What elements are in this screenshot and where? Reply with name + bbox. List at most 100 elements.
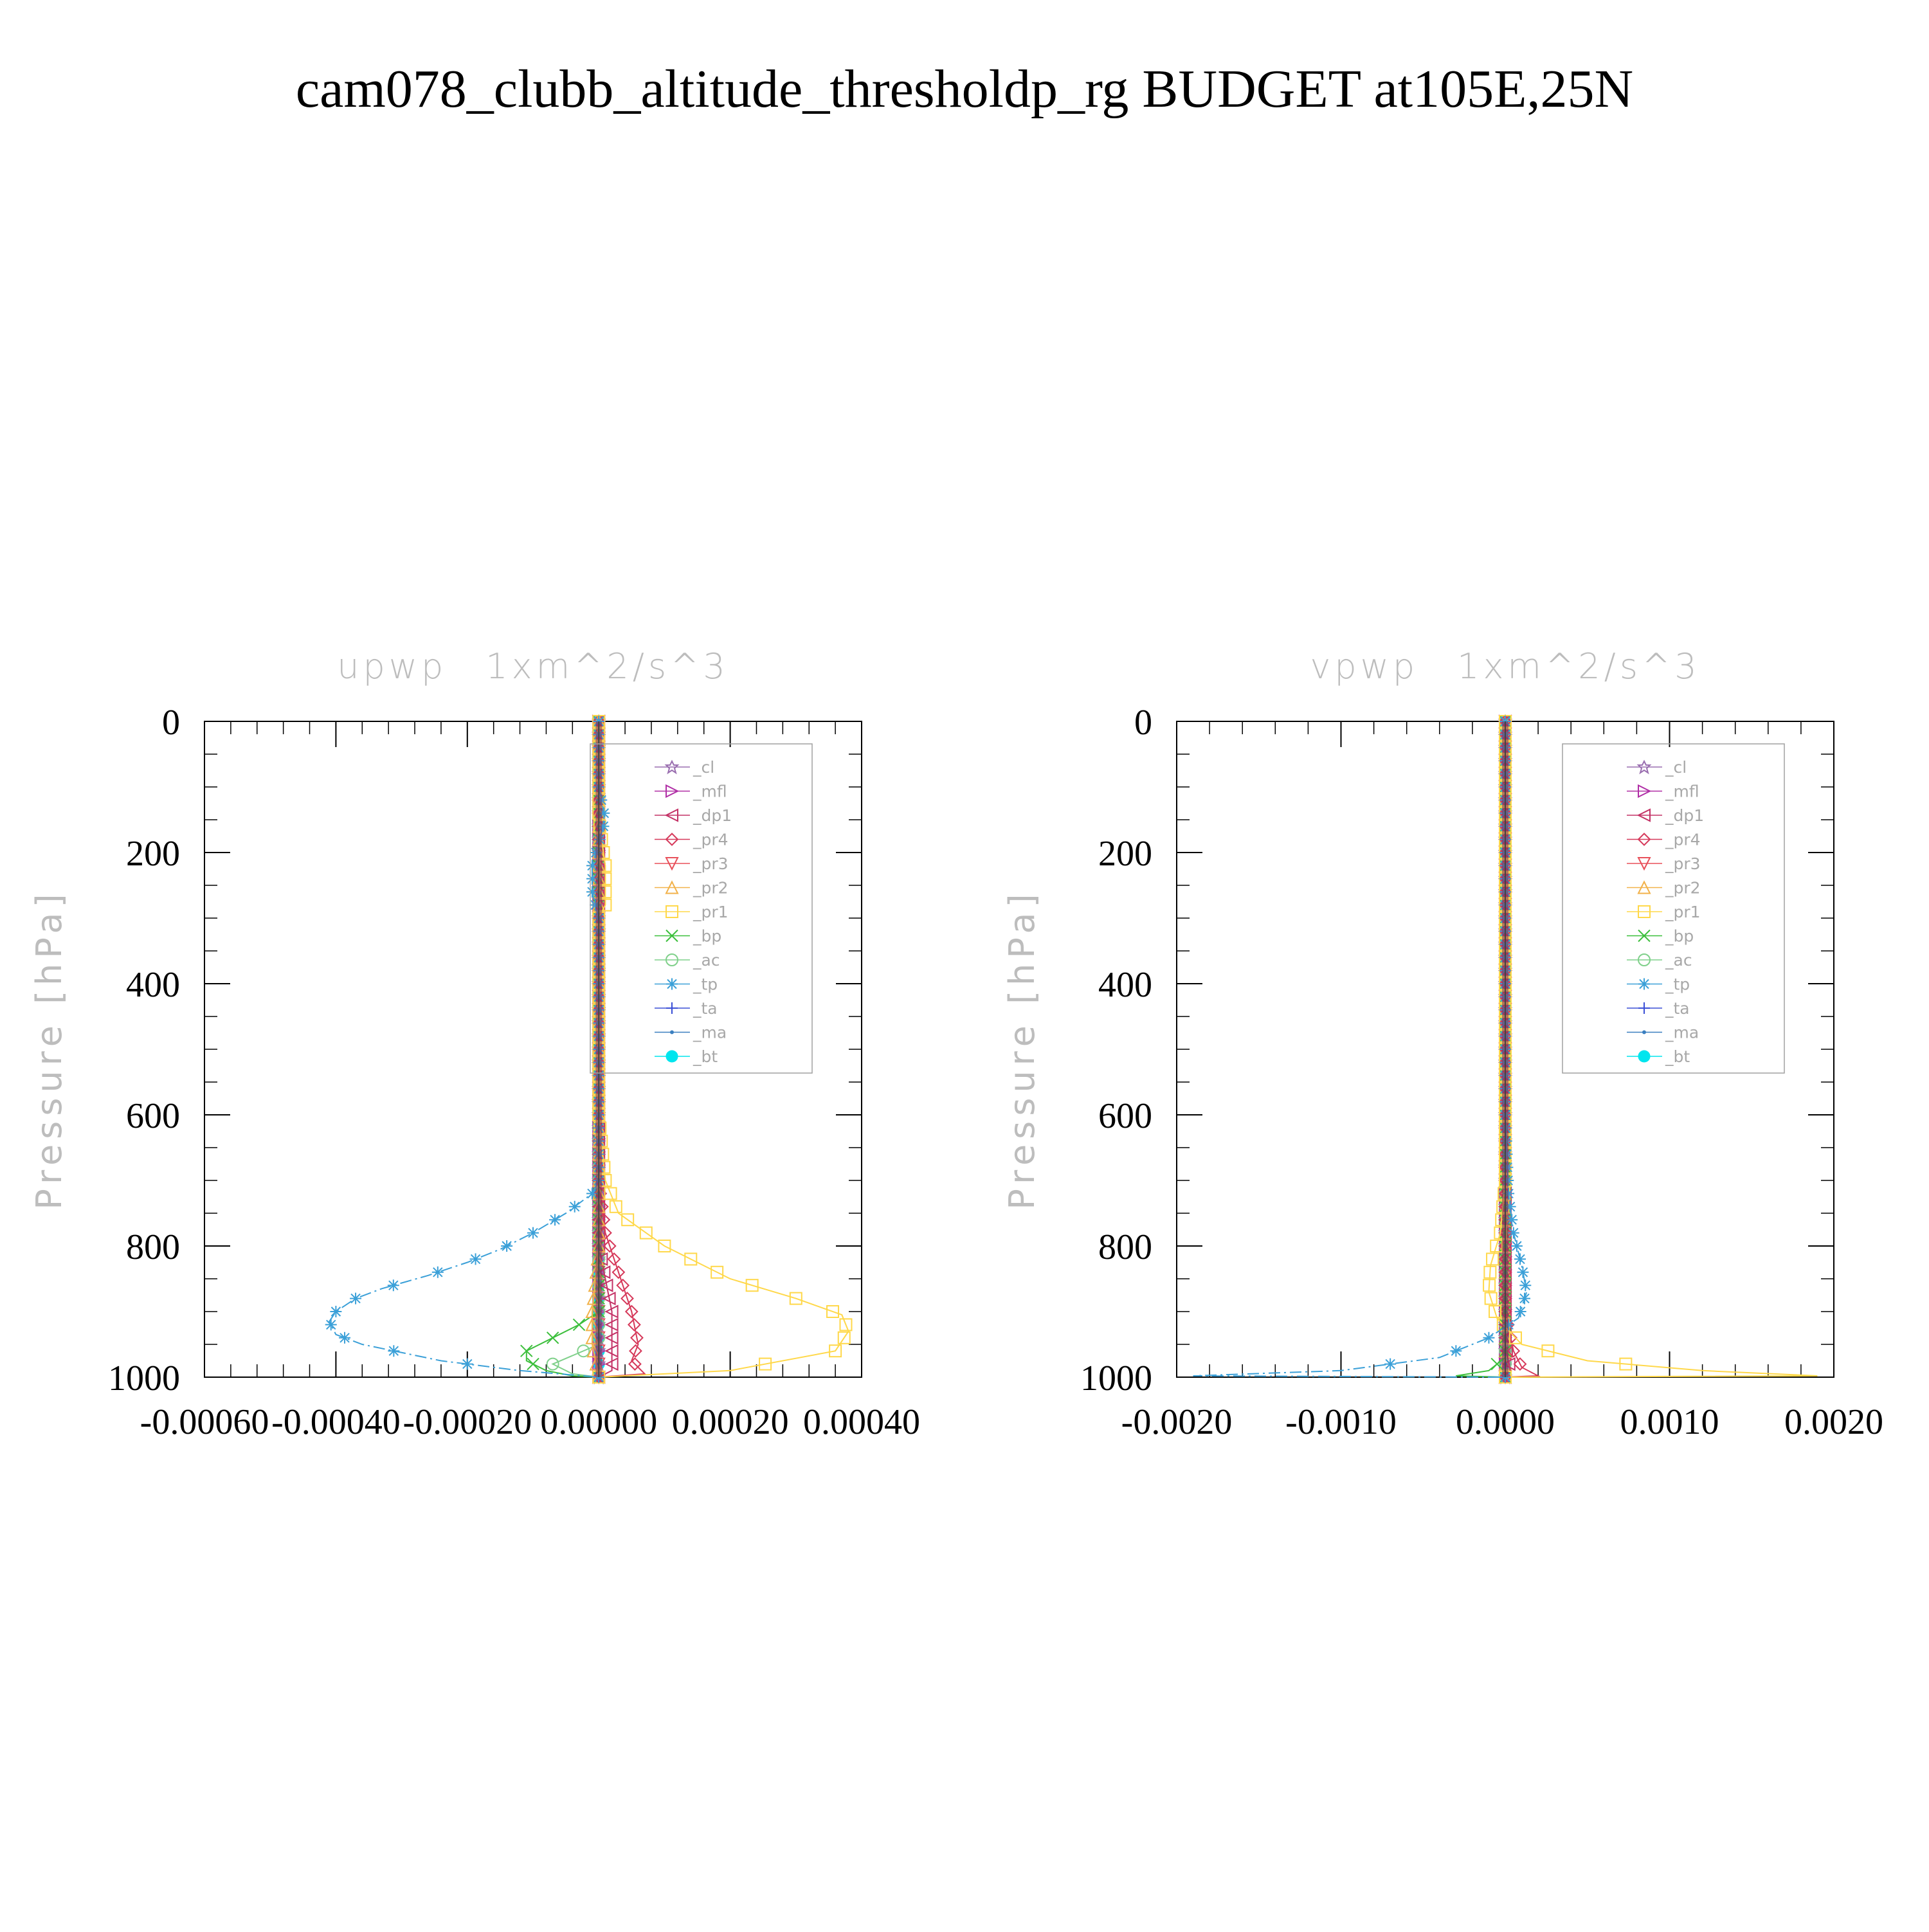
legend-label_bt: _bt <box>693 1047 718 1066</box>
series_tp <box>325 716 610 1383</box>
data-point_tp <box>1504 1200 1516 1213</box>
legend-marker_bt <box>666 1050 678 1063</box>
data-point_tp <box>1517 1266 1529 1278</box>
legend-label_ta: _ta <box>1665 999 1690 1018</box>
data-point_dp1 <box>602 1291 616 1306</box>
legend-label_bt: _bt <box>1665 1047 1690 1066</box>
data-point_tp <box>1510 1240 1523 1252</box>
data-point_dp1 <box>597 1265 611 1279</box>
data-point_tp <box>1507 1227 1519 1239</box>
data-point_tp <box>501 1240 513 1252</box>
x-tick-label: 0.00000 <box>540 1402 657 1442</box>
data-point_pr4 <box>1513 1357 1527 1371</box>
legend-marker_bt <box>1638 1050 1651 1063</box>
data-point_dp1 <box>604 1305 619 1319</box>
legend-marker_pr4 <box>1637 833 1651 846</box>
data-point_tp <box>1503 1319 1515 1331</box>
y-tick-label: 400 <box>1098 965 1152 1005</box>
legend-box <box>590 743 813 1074</box>
legend-label_tp: _tp <box>1665 975 1690 994</box>
data-point_tp <box>586 860 598 872</box>
data-point_tp <box>388 1345 400 1357</box>
legend-marker_ma <box>1642 1030 1646 1034</box>
plot-1: upwp 1xm^2/s^3 Pressure [hPa] 0 200 400 600 800… <box>29 646 920 1442</box>
legend-label_pr1: _pr1 <box>693 903 729 921</box>
legend-label_dp1: _dp1 <box>1665 806 1704 825</box>
data-point_tp <box>387 1279 399 1292</box>
x-tick-label: -0.00060 <box>140 1402 269 1442</box>
legend-marker_pr2 <box>1637 880 1651 894</box>
data-point_pr1 <box>609 1200 622 1213</box>
legend-marker_tp <box>1638 978 1650 990</box>
data-point_pr1 <box>759 1357 772 1371</box>
legend-marker_ma <box>670 1030 674 1034</box>
legend-label_pr2: _pr2 <box>693 879 729 898</box>
data-point_pr2 <box>585 1330 599 1344</box>
data-point_pr4 <box>607 1252 621 1266</box>
legend-marker_mfl <box>666 784 680 799</box>
data-point_dp1 <box>604 1331 619 1345</box>
data-point_bp <box>1490 1357 1503 1371</box>
legend-label_mfl: _mfl <box>693 782 727 801</box>
data-point_pr1 <box>837 1331 851 1344</box>
legend-label_bp: _bp <box>1665 927 1694 946</box>
data-point_tp <box>431 1266 444 1278</box>
panel-title: vpwp 1xm^2/s^3 <box>1310 646 1700 687</box>
data-point_dp1 <box>604 1317 619 1332</box>
data-point_pr1 <box>658 1240 671 1252</box>
data-point_tp <box>1514 1253 1526 1265</box>
x-tick-label: 0.0020 <box>1784 1402 1883 1442</box>
data-point_pr4 <box>630 1331 644 1345</box>
data-point_tp <box>549 1214 561 1226</box>
y-tick-label: 200 <box>126 834 180 874</box>
data-point_pr1 <box>829 1344 842 1358</box>
y-tick-label: 200 <box>1098 834 1152 874</box>
data-point_pr4 <box>620 1292 634 1306</box>
data-point_pr4 <box>624 1305 638 1319</box>
y-tick-label: 400 <box>126 965 180 1005</box>
data-point_ac <box>577 1344 590 1358</box>
legend-marker_ta <box>666 1002 678 1014</box>
legend-label_ac: _ac <box>693 951 720 970</box>
legend-marker_bp <box>1638 929 1651 943</box>
data-point_pr4 <box>602 1239 617 1253</box>
data-point_pr2 <box>585 1304 599 1318</box>
data-point_pr1 <box>684 1252 698 1266</box>
y-tick-label: 600 <box>126 1096 180 1136</box>
legend-label_pr1: _pr1 <box>1665 903 1701 921</box>
legend-marker_mfl <box>1638 784 1652 799</box>
legend-marker_pr2 <box>665 880 679 894</box>
x-tick-label: 0.00040 <box>803 1402 920 1442</box>
legend: _cl _mfl _dp1 _pr4 _pr3 _pr2 _pr1 _bp _ac _tp _ta _… <box>590 743 813 1074</box>
data-point_tp <box>1506 1214 1518 1226</box>
legend-label_ma: _ma <box>693 1024 727 1042</box>
legend-label_pr4: _pr4 <box>1665 831 1701 849</box>
x-tick-label: -0.0010 <box>1285 1402 1397 1442</box>
data-point_pr1 <box>1486 1252 1499 1266</box>
legend-marker_dp1 <box>1636 808 1651 822</box>
data-point_pr1 <box>789 1292 802 1305</box>
data-point_pr2 <box>585 1317 599 1332</box>
y-tick-label: 800 <box>1098 1227 1152 1267</box>
data-point_pr1 <box>1483 1279 1496 1292</box>
legend-label_ma: _ma <box>1665 1024 1699 1042</box>
data-point_pr1 <box>1484 1292 1498 1305</box>
panel-title-units: 1xm^2/s^3 <box>485 646 729 687</box>
data-point_dp1 <box>604 1357 619 1371</box>
data-point_pr4 <box>611 1265 626 1279</box>
series-line_pr1 <box>598 721 849 1378</box>
figure-title: cam078_clubb_altitude_thresholdp_rg BUDG… <box>295 59 1634 119</box>
legend-marker_ac <box>666 953 678 966</box>
data-point_pr1 <box>839 1318 853 1332</box>
panel-title-variable: upwp <box>337 646 447 687</box>
legend: _cl _mfl _dp1 _pr4 _pr3 _pr2 _pr1 _bp _ac _tp _ta _… <box>1562 743 1785 1074</box>
data-point_pr1 <box>1541 1344 1555 1358</box>
plot-frame <box>204 721 862 1378</box>
data-point_dp1 <box>604 1344 619 1358</box>
legend-marker_pr3 <box>665 857 679 871</box>
x-tick-label: -0.0020 <box>1121 1402 1233 1442</box>
legend-label_bp: _bp <box>693 927 721 946</box>
data-point_tp <box>330 1306 342 1317</box>
data-point_bp <box>527 1357 539 1371</box>
legend-label_pr3: _pr3 <box>1665 854 1701 873</box>
